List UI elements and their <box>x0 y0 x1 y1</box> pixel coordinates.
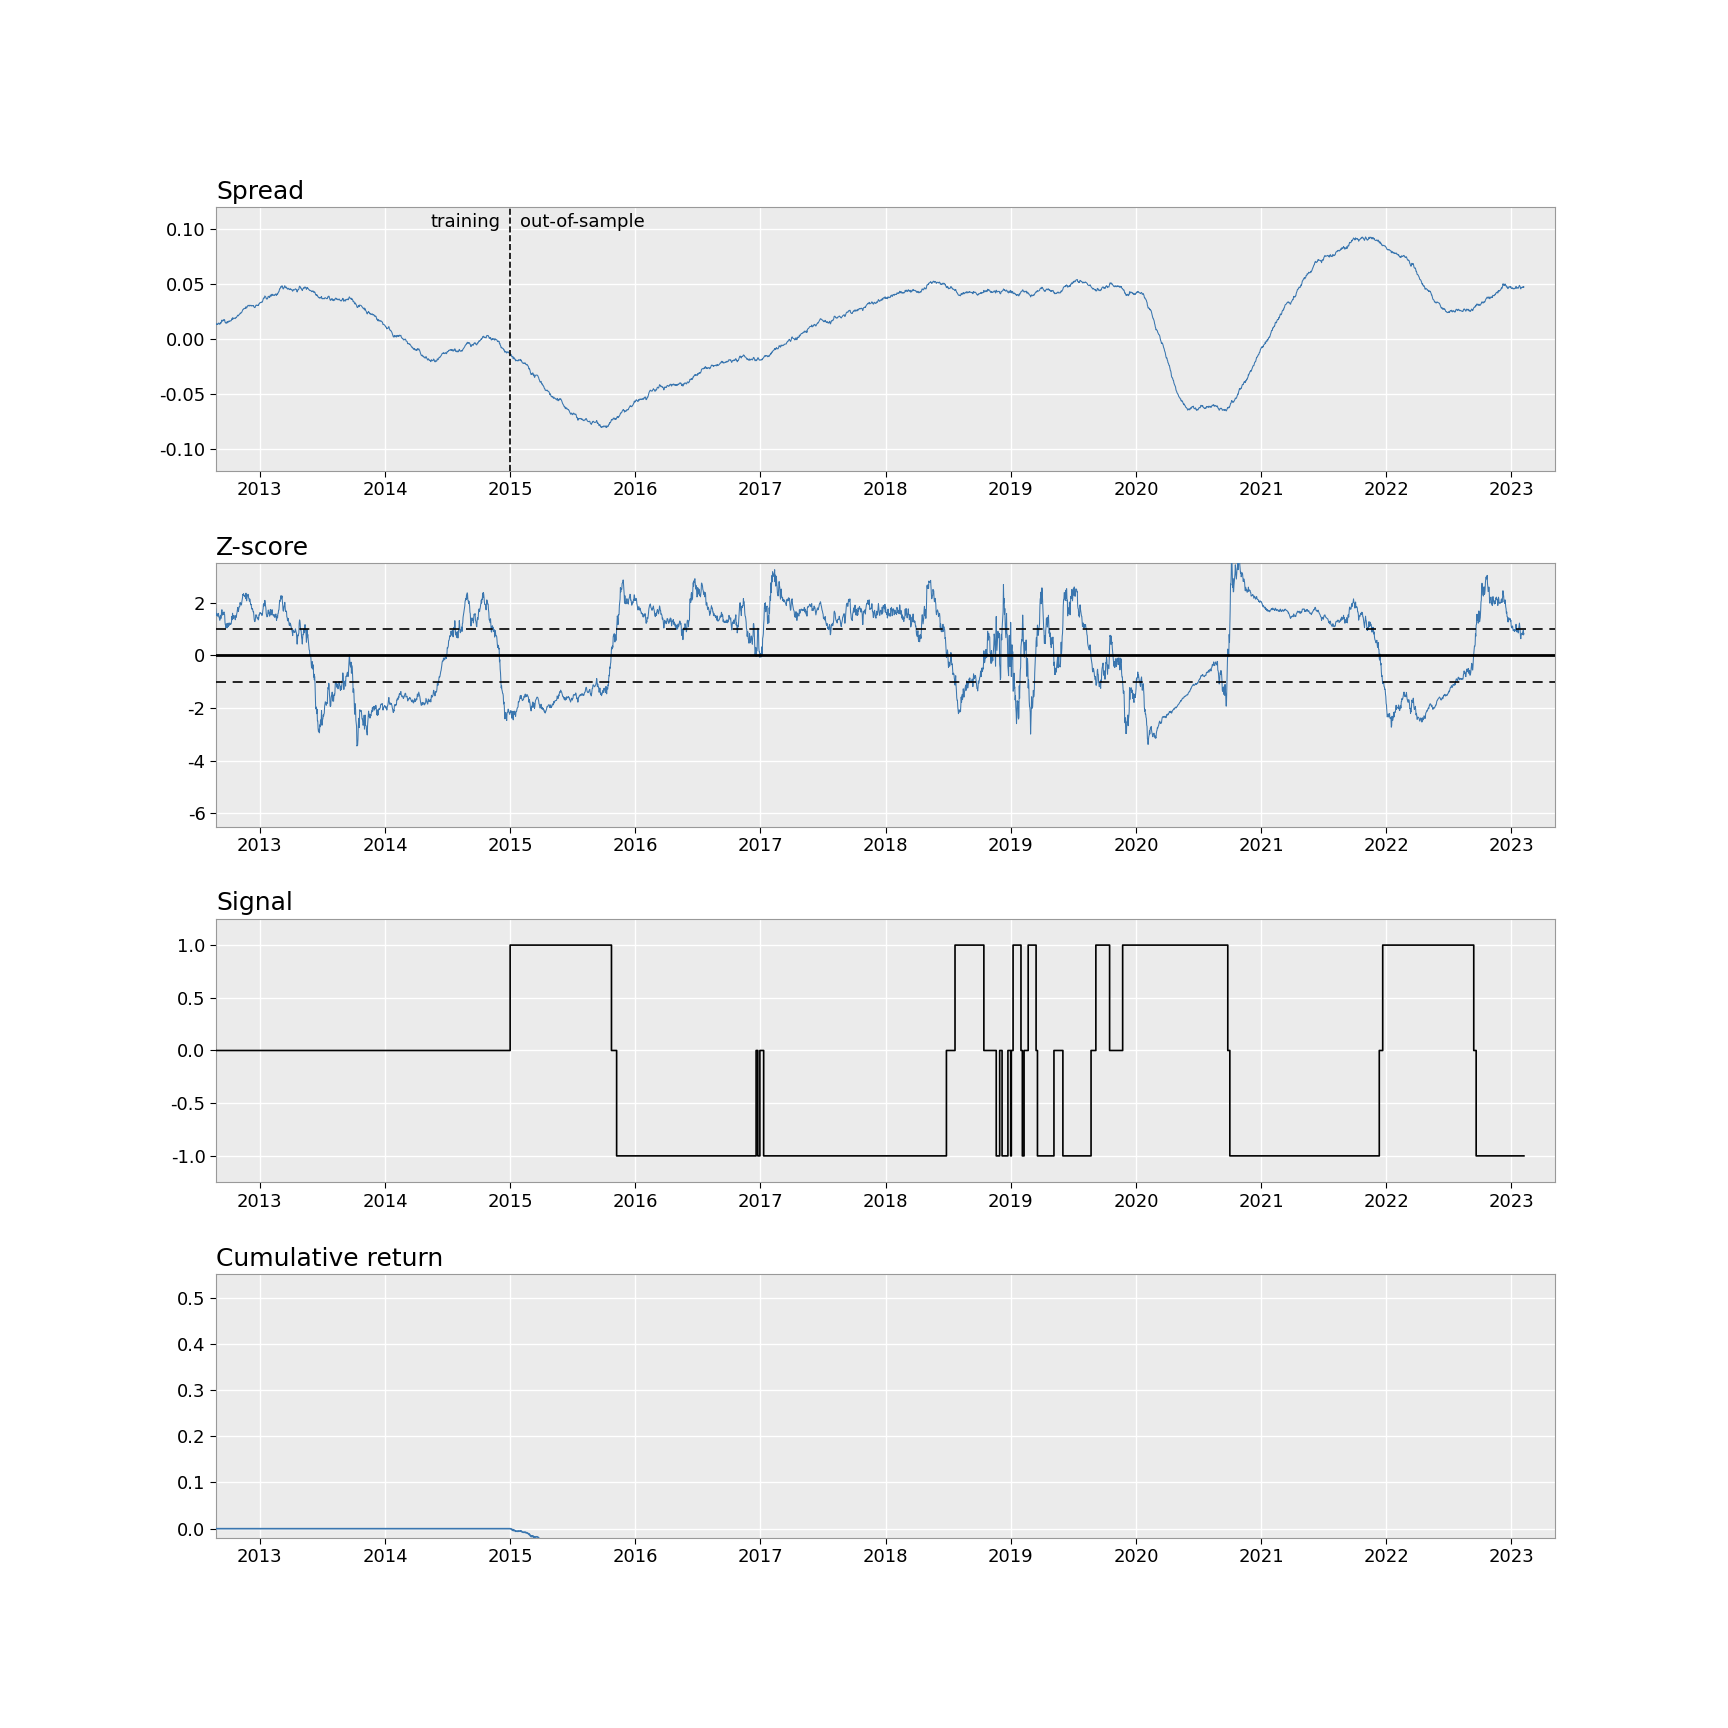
Text: Signal: Signal <box>216 892 292 916</box>
Text: training: training <box>430 213 499 230</box>
Text: Cumulative return: Cumulative return <box>216 1248 444 1272</box>
Text: out-of-sample: out-of-sample <box>520 213 645 230</box>
Text: Spread: Spread <box>216 180 304 204</box>
Text: Z-score: Z-score <box>216 536 309 560</box>
